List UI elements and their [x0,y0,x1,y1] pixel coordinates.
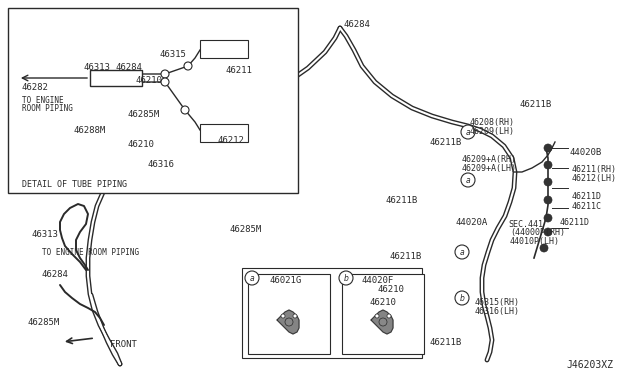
Bar [342,274,424,354]
Text: 46209+A(RH): 46209+A(RH) [462,155,517,164]
Circle shape [544,228,552,236]
Circle shape [339,271,353,285]
Text: 46315(RH): 46315(RH) [475,298,520,307]
Text: 46211: 46211 [226,66,253,75]
Text: TO ENGINE: TO ENGINE [22,96,63,105]
Circle shape [161,78,169,86]
Circle shape [379,318,387,326]
Text: 46211D: 46211D [572,192,602,201]
Text: 46284: 46284 [343,20,370,29]
Circle shape [544,196,552,204]
Text: 44020F: 44020F [362,276,394,285]
Text: 46211C: 46211C [572,202,602,211]
Polygon shape [277,310,299,334]
Text: b: b [460,294,465,303]
Text: 46211B: 46211B [390,252,422,261]
Text: b: b [344,274,348,283]
Text: 46313: 46313 [83,63,110,72]
Text: 46212(LH): 46212(LH) [572,174,617,183]
Circle shape [375,314,379,318]
Text: 46021G: 46021G [270,276,302,285]
Text: 46211B: 46211B [385,196,417,205]
Text: 46211(RH): 46211(RH) [572,165,617,174]
Text: 46282: 46282 [22,83,49,92]
Text: 46288M: 46288M [73,126,105,135]
Circle shape [387,314,391,318]
Text: SEC.441: SEC.441 [508,220,543,229]
Circle shape [540,244,548,252]
Circle shape [461,173,475,187]
Text: a: a [466,176,470,185]
Text: 44010P(LH): 44010P(LH) [510,237,560,246]
Circle shape [544,178,552,186]
Text: a: a [460,248,464,257]
Bar [90,70,142,86]
Text: ROOM PIPING: ROOM PIPING [22,104,73,113]
Bar [8,8,298,193]
Text: (44000P(RH): (44000P(RH) [510,228,565,237]
Bar [200,40,248,58]
Circle shape [544,214,552,222]
Text: 46313: 46313 [32,230,59,239]
Polygon shape [371,310,393,334]
Text: a: a [250,274,254,283]
Text: 46284: 46284 [116,63,143,72]
Text: 46316: 46316 [148,160,175,169]
Text: 46210: 46210 [378,285,405,294]
Circle shape [281,314,285,318]
Text: 46316(LH): 46316(LH) [475,307,520,316]
Circle shape [245,271,259,285]
Text: 46208(RH): 46208(RH) [470,118,515,127]
Text: 46285M: 46285M [128,110,160,119]
Bar [242,268,422,358]
Text: 46211B: 46211B [430,338,462,347]
Text: 46210: 46210 [136,76,163,85]
Text: 46284: 46284 [42,270,69,279]
Circle shape [184,62,192,70]
Circle shape [181,106,189,114]
Text: 46285M: 46285M [28,318,60,327]
Text: FRONT: FRONT [110,340,137,349]
Bar [200,124,248,142]
Text: 46285M: 46285M [230,225,262,234]
Text: J46203XZ: J46203XZ [566,360,613,370]
Circle shape [161,70,169,78]
Text: 46212: 46212 [218,136,245,145]
Circle shape [285,318,293,326]
Circle shape [293,314,297,318]
Text: 46209(LH): 46209(LH) [470,127,515,136]
Text: 46210: 46210 [370,298,397,307]
Circle shape [455,291,469,305]
Text: 46315: 46315 [160,50,187,59]
Text: 44020A: 44020A [456,218,488,227]
Text: 44020B: 44020B [570,148,602,157]
Text: TO ENGINE ROOM PIPING: TO ENGINE ROOM PIPING [42,248,139,257]
Circle shape [455,245,469,259]
Text: 46211D: 46211D [560,218,590,227]
Text: a: a [466,128,470,137]
Circle shape [544,161,552,169]
Text: DETAIL OF TUBE PIPING: DETAIL OF TUBE PIPING [22,180,127,189]
Bar [248,274,330,354]
Circle shape [461,125,475,139]
Circle shape [544,144,552,152]
Text: 46211B: 46211B [520,100,552,109]
Text: 46210: 46210 [128,140,155,149]
Text: 46209+A(LH): 46209+A(LH) [462,164,517,173]
Text: 46211B: 46211B [430,138,462,147]
